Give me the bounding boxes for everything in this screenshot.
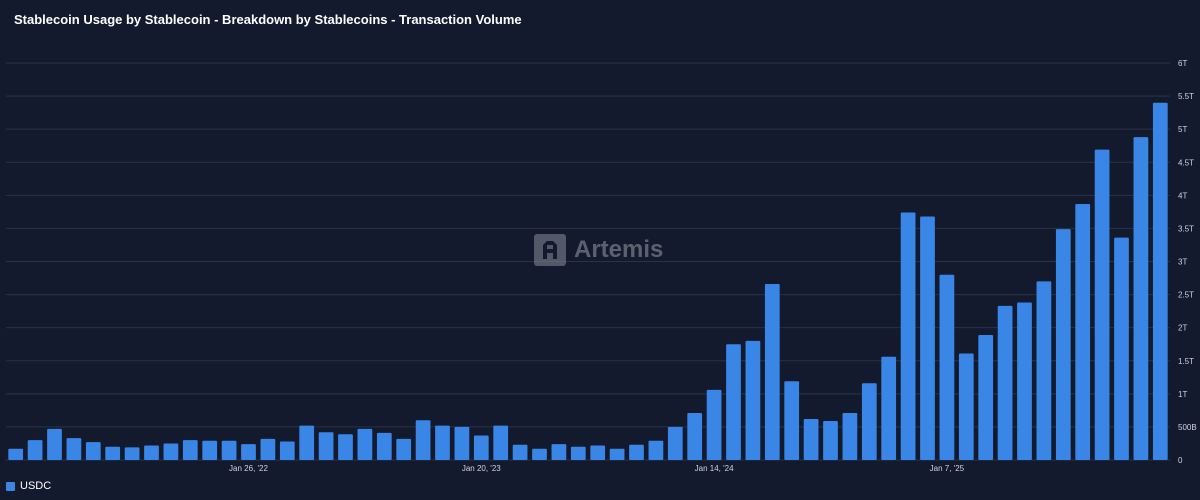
bar-usdc[interactable]: [66, 438, 82, 460]
legend-swatch-usdc: [6, 481, 15, 491]
bar-usdc[interactable]: [85, 442, 101, 460]
y-axis-labels: 0 500B 1T 1.5T 2T 2.5T 3T 3.5T 4T 4.5T 5T 5.5T 6T: [1178, 59, 1197, 465]
bar-usdc[interactable]: [1036, 281, 1052, 460]
chart-title: Stablecoin Usage by Stablecoin - Breakdo…: [14, 12, 522, 27]
bar-usdc[interactable]: [803, 418, 819, 460]
y-tick-label: 1.5T: [1178, 357, 1194, 366]
bar-usdc[interactable]: [473, 435, 489, 460]
bar-usdc[interactable]: [823, 420, 838, 460]
bar-usdc[interactable]: [27, 440, 43, 460]
y-tick-label: 2T: [1178, 324, 1187, 333]
bar-usdc[interactable]: [590, 445, 606, 460]
bar-usdc[interactable]: [648, 440, 664, 460]
bar-usdc[interactable]: [551, 444, 567, 460]
bar-usdc[interactable]: [8, 448, 24, 460]
bar-usdc[interactable]: [202, 440, 218, 460]
bar-usdc[interactable]: [221, 440, 237, 460]
bar-usdc[interactable]: [241, 444, 256, 460]
bar-usdc[interactable]: [842, 413, 858, 460]
artemis-watermark: Artemis: [534, 234, 663, 266]
bar-usdc[interactable]: [997, 305, 1013, 460]
bar-usdc[interactable]: [667, 426, 683, 460]
y-tick-label: 1T: [1178, 390, 1187, 399]
bar-usdc[interactable]: [182, 440, 198, 460]
y-tick-label: 4.5T: [1178, 158, 1194, 167]
bar-usdc[interactable]: [570, 446, 586, 460]
bar-usdc[interactable]: [609, 448, 625, 460]
bar-usdc[interactable]: [939, 274, 955, 460]
bar-usdc[interactable]: [1114, 237, 1129, 460]
y-tick-label: 3T: [1178, 258, 1187, 267]
bar-usdc[interactable]: [338, 434, 353, 460]
bar-usdc[interactable]: [105, 446, 121, 460]
bar-usdc[interactable]: [396, 438, 412, 460]
legend-label-usdc: USDC: [20, 480, 52, 492]
bar-usdc[interactable]: [861, 383, 877, 460]
bar-usdc[interactable]: [47, 428, 62, 460]
bar-usdc[interactable]: [124, 447, 140, 460]
bar-usdc[interactable]: [764, 284, 780, 460]
bar-usdc[interactable]: [279, 441, 295, 460]
bar-usdc[interactable]: [1075, 203, 1091, 460]
bar-usdc[interactable]: [435, 425, 450, 460]
watermark-text: Artemis: [574, 236, 664, 263]
x-tick-label: Jan 7, '25: [930, 464, 965, 473]
legend[interactable]: USDC: [6, 480, 51, 492]
bar-usdc[interactable]: [1094, 149, 1110, 460]
bar-usdc[interactable]: [706, 389, 722, 460]
y-tick-label: 5T: [1178, 125, 1187, 134]
bar-usdc[interactable]: [260, 438, 276, 460]
x-tick-label: Jan 14, '24: [695, 464, 734, 473]
bar-usdc[interactable]: [958, 353, 974, 460]
bar-usdc[interactable]: [532, 448, 547, 460]
grid-lines: [6, 62, 1170, 461]
bar-usdc[interactable]: [726, 344, 741, 460]
bar-usdc[interactable]: [900, 212, 916, 460]
y-tick-label: 6T: [1178, 59, 1187, 68]
bar-usdc[interactable]: [687, 413, 703, 460]
bar-usdc[interactable]: [144, 445, 159, 460]
bar-usdc[interactable]: [1152, 102, 1168, 460]
bar-usdc[interactable]: [629, 444, 644, 460]
bar-usdc[interactable]: [1017, 302, 1032, 460]
bar-usdc[interactable]: [415, 420, 431, 460]
bar-usdc[interactable]: [1133, 137, 1149, 461]
bar-usdc[interactable]: [920, 216, 935, 460]
y-tick-label: 3.5T: [1178, 224, 1194, 233]
y-tick-label: 0: [1178, 456, 1183, 465]
bar-usdc[interactable]: [745, 340, 761, 460]
bar-usdc[interactable]: [163, 443, 179, 460]
artemis-logo-icon: [534, 234, 566, 266]
bar-usdc[interactable]: [318, 432, 334, 460]
y-tick-label: 4T: [1178, 191, 1187, 200]
x-axis-labels: Jan 26, '22 Jan 20, '23 Jan 14, '24 Jan 7, …: [229, 464, 965, 473]
y-tick-label: 5.5T: [1178, 92, 1194, 101]
bar-usdc[interactable]: [1055, 229, 1071, 460]
bar-usdc[interactable]: [978, 334, 994, 460]
bar-usdc[interactable]: [881, 356, 897, 460]
y-tick-label: 500B: [1178, 423, 1197, 432]
x-tick-label: Jan 26, '22: [229, 464, 268, 473]
bar-usdc[interactable]: [299, 425, 315, 460]
bar-usdc[interactable]: [512, 444, 528, 460]
bars: [8, 102, 1168, 461]
bar-usdc[interactable]: [357, 428, 373, 460]
bar-usdc[interactable]: [376, 432, 392, 460]
bar-usdc[interactable]: [493, 425, 509, 460]
x-tick-label: Jan 20, '23: [462, 464, 501, 473]
bar-usdc[interactable]: [784, 381, 800, 460]
y-tick-label: 2.5T: [1178, 291, 1194, 300]
bar-usdc[interactable]: [454, 426, 470, 460]
